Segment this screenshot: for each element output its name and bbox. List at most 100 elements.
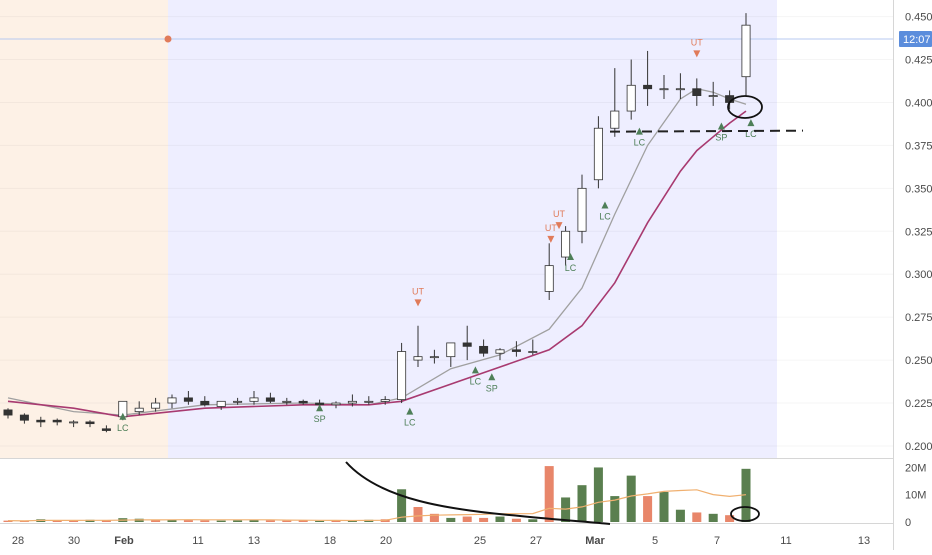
time-axis[interactable]: 28 30 Feb 11 13 18 20 25 27 Mar 5 7 11 13: [12, 535, 870, 547]
price-tick-label: 0.325: [905, 226, 932, 238]
time-tick-label: 13: [858, 535, 870, 547]
volume-bar: [479, 517, 489, 522]
candle-body: [85, 421, 95, 425]
volume-bar: [544, 466, 554, 522]
candle-body: [249, 397, 259, 402]
volume-average-line: [7, 489, 747, 522]
volume-bar: [52, 520, 62, 522]
buy-signal-marker: [747, 119, 755, 127]
volume-bar: [19, 521, 29, 522]
current-price-badge: [899, 31, 932, 47]
signal-label: UT: [545, 223, 557, 233]
price-axis-divider: [893, 0, 894, 550]
candle-body: [610, 110, 620, 129]
signal-label: SP: [314, 414, 326, 424]
volume-tick-label: 20M: [905, 462, 926, 474]
signal-annotation-layer: LC SP LC UT LC SP UT UT LC LC LC UT SP LC: [117, 37, 757, 432]
candle-body: [36, 419, 46, 423]
candle-body: [101, 428, 111, 431]
volume-axis[interactable]: 20M 10M 0: [905, 462, 926, 529]
volume-bar: [265, 520, 275, 522]
signal-label: LC: [470, 376, 482, 386]
support-level-line: [609, 129, 804, 133]
sell-signal-marker: [414, 299, 422, 307]
volume-bar: [610, 496, 620, 522]
volume-bar: [151, 519, 161, 522]
volume-bar: [101, 520, 111, 522]
signal-label: SP: [486, 383, 498, 393]
candle-body: [626, 84, 636, 112]
time-tick-label: 18: [324, 535, 336, 547]
candle-body: [183, 397, 193, 402]
candle-body: [446, 342, 456, 358]
price-tick-label: 0.350: [905, 183, 932, 195]
time-tick-label: 11: [192, 535, 203, 547]
candle-body: [69, 421, 79, 424]
buy-signal-marker: [471, 366, 479, 374]
sell-signal-marker: [555, 222, 563, 230]
price-tick-label: 0.425: [905, 55, 932, 67]
candle-body: [397, 351, 407, 401]
volume-bar: [446, 517, 456, 522]
buy-signal-marker: [635, 127, 643, 135]
candle-body: [544, 265, 554, 292]
volume-bar: [413, 507, 423, 522]
price-tick-label: 0.400: [905, 97, 932, 109]
candle-body: [511, 349, 521, 352]
pane-divider: [0, 458, 893, 459]
candle-body: [331, 402, 341, 406]
time-tick-label: 25: [474, 535, 486, 547]
candle-body: [233, 400, 243, 403]
time-tick-label: 7: [714, 535, 720, 547]
signal-label: LC: [599, 212, 611, 222]
time-axis-divider: [0, 523, 893, 524]
volume-bar: [626, 475, 636, 522]
candle-body: [675, 88, 685, 91]
volume-bar: [347, 520, 357, 522]
signal-label: UT: [691, 37, 703, 47]
volume-bar: [429, 513, 439, 522]
volume-bar: [462, 516, 472, 522]
price-tick-label: 0.375: [905, 140, 932, 152]
signal-label: UT: [412, 286, 424, 296]
price-tick-label: 0.250: [905, 355, 932, 367]
sell-signal-marker: [547, 235, 555, 243]
signal-label: LC: [404, 418, 416, 428]
candle-body: [429, 356, 439, 359]
buy-signal-marker: [567, 253, 575, 261]
grid-layer: [0, 16, 893, 447]
candle-body: [479, 345, 489, 354]
volume-bar: [69, 520, 79, 522]
volume-bar: [725, 515, 735, 522]
volume-bar: [3, 520, 13, 522]
candle-body: [216, 400, 226, 407]
time-tick-label: 27: [530, 535, 542, 547]
background-layer: [0, 0, 894, 550]
volume-bar: [528, 519, 538, 522]
hand-drawn-circle-volume: [730, 506, 760, 522]
volume-bar: [331, 520, 341, 522]
volume-layer: [3, 466, 751, 522]
candle-body: [692, 88, 702, 96]
time-tick-label: 30: [68, 535, 80, 547]
candle-body: [364, 400, 374, 403]
volume-bar: [167, 519, 177, 522]
candle-body: [167, 397, 177, 404]
candle-body: [462, 342, 472, 347]
volume-bar: [643, 496, 653, 522]
user-drawing-layer: [345, 95, 804, 525]
candle-body: [52, 419, 62, 423]
time-tick-label: Feb: [114, 535, 134, 547]
buy-signal-marker: [717, 122, 725, 130]
time-tick-label: 5: [652, 535, 658, 547]
volume-bar: [577, 485, 587, 522]
candlestick-layer: [3, 13, 751, 433]
slow-moving-average-line: [7, 110, 747, 418]
buy-signal-marker: [488, 373, 496, 381]
buy-signal-marker: [316, 404, 324, 412]
price-tick-label: 0.225: [905, 398, 932, 410]
price-axis[interactable]: 0.450 0.425 0.400 0.375 0.350 0.325 0.300 0.275…: [899, 12, 932, 453]
volume-bar: [659, 492, 669, 522]
